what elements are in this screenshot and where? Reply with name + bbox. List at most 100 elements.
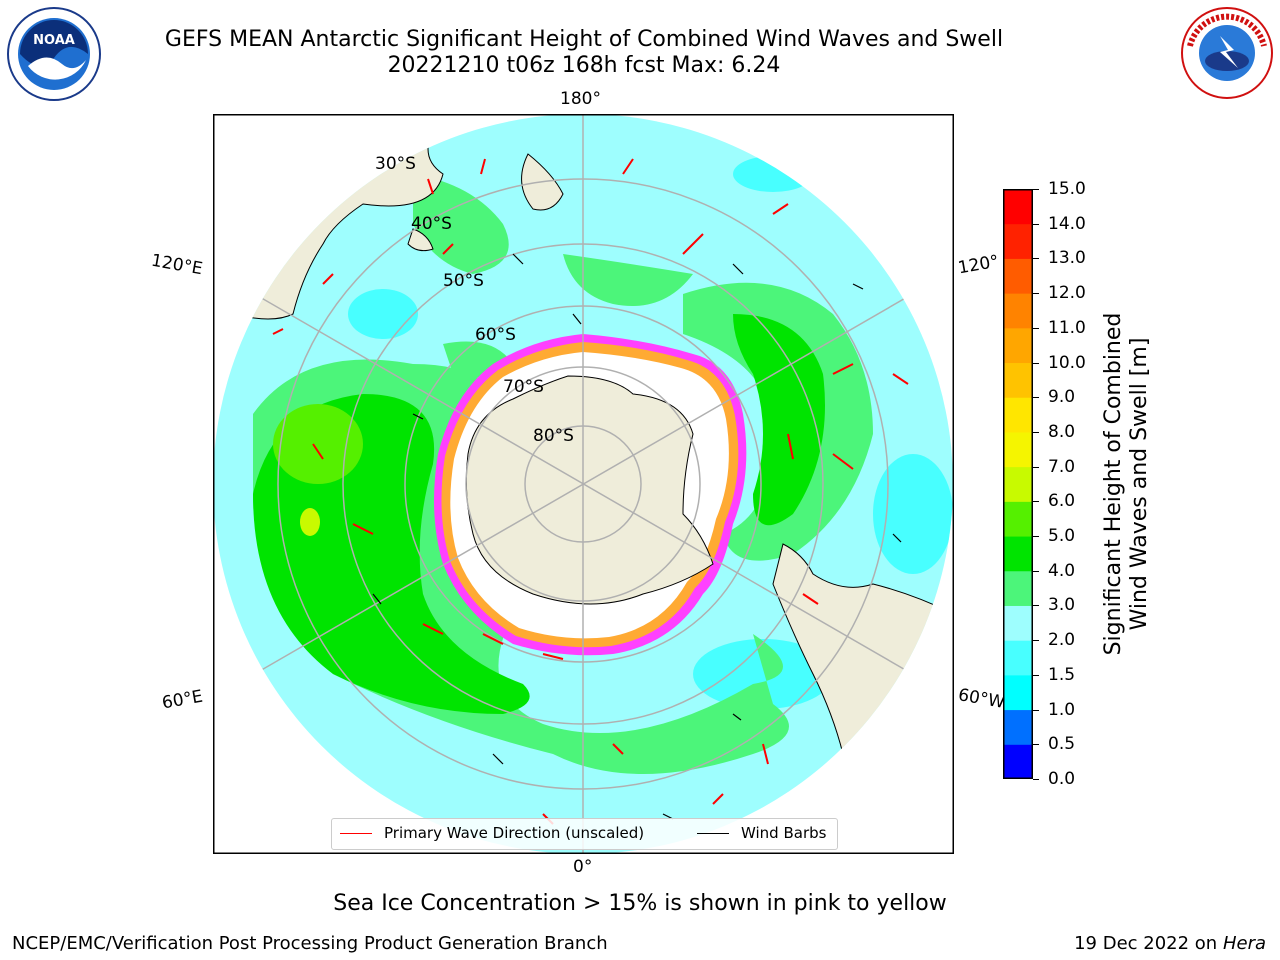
meridian-60e-120w (213, 269, 953, 699)
colorbar-segment (1003, 327, 1033, 364)
colorbar-tick-mark (1033, 709, 1039, 711)
wave-band-1_5-2 (348, 289, 418, 339)
nws-logo (1181, 7, 1273, 99)
lat-label-30s: 30°S (375, 154, 416, 174)
legend-label-wind-barbs: Wind Barbs (741, 824, 827, 842)
colorbar-border (1003, 189, 1033, 779)
colorbar-segment (1003, 362, 1033, 398)
colorbar-tick-label: 1.0 (1048, 699, 1076, 720)
colorbar-segment (1003, 709, 1033, 745)
colorbar-segment (1003, 258, 1033, 294)
wave-band-1_5-2 (873, 454, 953, 574)
lat-label-60s: 60°S (475, 325, 516, 345)
legend-line-red (340, 832, 372, 834)
colorbar-segment (1003, 744, 1033, 779)
colorbar-tick-mark (1033, 293, 1039, 295)
colorbar-tick-label: 1.5 (1048, 664, 1076, 685)
lon-label-right-upper: 120° (956, 251, 1001, 279)
colorbar-segment (1003, 293, 1033, 329)
colorbar-tick-label: 0.0 (1048, 769, 1076, 789)
colorbar-tick-mark (1033, 258, 1039, 260)
colorbar-tick-mark (1033, 431, 1039, 433)
legend-line-black (697, 832, 729, 834)
footer-host: Hera (1222, 933, 1266, 954)
legend-label-wave-direction: Primary Wave Direction (unscaled) (384, 824, 645, 842)
svg-text:NOAA: NOAA (33, 33, 75, 48)
lat-label-50s: 50°S (443, 271, 484, 291)
wind-barbs (372, 253, 902, 820)
colorbar-segment (1003, 605, 1033, 641)
colorbar-segment (1003, 536, 1033, 572)
colorbar-tick-mark (1033, 536, 1039, 538)
lat-label-70s: 70°S (503, 377, 544, 397)
colorbar-tick-label: 5.0 (1048, 526, 1076, 547)
wave-band-4-5 (733, 314, 825, 526)
colorbar-tick-label: 8.0 (1048, 421, 1076, 442)
colorbar-tick-mark (1033, 674, 1039, 676)
colorbar-tick-label: 2.0 (1048, 630, 1076, 651)
colorbar-tick-label: 12.0 (1048, 283, 1086, 304)
wave-band-6-7 (300, 508, 320, 536)
map-border (213, 114, 954, 854)
colorbar (1003, 189, 1033, 779)
lon-label-top: 180° (560, 89, 601, 109)
colorbar-title-line2: Wind Waves and Swell [m] (1127, 337, 1152, 631)
colorbar-tick-label: 10.0 (1048, 352, 1086, 373)
footer-credit: NCEP/EMC/Verification Post Processing Pr… (12, 933, 608, 954)
colorbar-tick-mark (1033, 744, 1039, 746)
colorbar-segment (1003, 501, 1033, 537)
colorbar-tick-label: 15.0 (1048, 179, 1086, 199)
wave-band-5-6 (273, 404, 363, 484)
colorbar-tick-mark (1033, 327, 1039, 329)
wave-band-3-4 (563, 254, 693, 306)
land-tasmania (407, 228, 434, 252)
colorbar-tick-mark (1033, 605, 1039, 607)
lat-label-40s: 40°S (411, 214, 452, 234)
colorbar-tick-label: 3.0 (1048, 595, 1076, 616)
colorbar-tick-label: 7.0 (1048, 456, 1076, 477)
map-legend: Primary Wave Direction (unscaled) Wind B… (331, 818, 838, 850)
colorbar-segment (1003, 397, 1033, 433)
colorbar-tick-label: 9.0 (1048, 387, 1076, 408)
colorbar-tick-mark (1033, 640, 1039, 642)
colorbar-tick-mark (1033, 397, 1039, 399)
legend-item-wave-direction: Primary Wave Direction (unscaled) (340, 824, 644, 842)
colorbar-tick-label: 14.0 (1048, 213, 1086, 234)
colorbar-tick-mark (1033, 223, 1039, 225)
lon-label-right-lower: 60°W (956, 685, 1007, 713)
map-subtitle: 20221210 t06z 168h fcst Max: 6.24 (387, 53, 781, 78)
colorbar-tick-label: 6.0 (1048, 491, 1076, 512)
lon-label-left-lower: 60°E (160, 686, 205, 714)
colorbar-tick-mark (1033, 779, 1039, 780)
colorbar-segment (1003, 189, 1033, 225)
colorbar-tick-mark (1033, 570, 1039, 572)
colorbar-segment (1003, 466, 1033, 502)
colorbar-tick-label: 4.0 (1048, 560, 1076, 581)
lat-label-80s: 80°S (533, 426, 574, 446)
lon-label-bottom: 0° (573, 857, 593, 877)
wave-band-1_5-2 (693, 639, 833, 709)
legend-item-wind-barbs: Wind Barbs (697, 824, 826, 842)
sea-ice-caption: Sea Ice Concentration > 15% is shown in … (333, 891, 947, 916)
wave-direction-arrows (272, 158, 909, 825)
colorbar-tick-label: 11.0 (1048, 317, 1086, 338)
noaa-logo: NOAA (7, 7, 101, 101)
colorbar-tick-label: 0.5 (1048, 734, 1076, 755)
colorbar-title: Significant Height of Combined Wind Wave… (1101, 274, 1153, 694)
colorbar-segment (1003, 640, 1033, 676)
colorbar-tick-label: 13.0 (1048, 248, 1086, 269)
map-title: GEFS MEAN Antarctic Significant Height o… (164, 27, 1004, 52)
colorbar-tick-mark (1033, 362, 1039, 364)
map-panel: 30°S 40°S 50°S 60°S 70°S 80°S (213, 114, 954, 854)
colorbar-segment (1003, 223, 1033, 259)
lon-label-left-upper: 120°E (149, 250, 205, 280)
footer-date: 19 Dec 2022 on Hera (1074, 933, 1266, 954)
colorbar-tick-mark (1033, 189, 1039, 190)
colorbar-tick-mark (1033, 501, 1039, 503)
wave-band-3-4 (413, 174, 509, 274)
colorbar-segment (1003, 570, 1033, 606)
colorbar-title-line1: Significant Height of Combined (1101, 312, 1126, 656)
colorbar-segment (1003, 674, 1033, 711)
colorbar-tick-mark (1033, 466, 1039, 468)
colorbar-segment (1003, 431, 1033, 468)
